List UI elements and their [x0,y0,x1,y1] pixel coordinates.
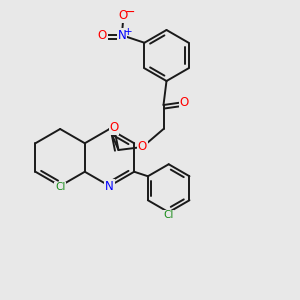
Text: N: N [118,29,126,42]
Text: Cl: Cl [55,182,65,193]
Text: O: O [119,9,128,22]
Text: O: O [138,140,147,154]
Text: O: O [110,121,118,134]
Text: +: + [124,27,132,37]
Text: O: O [98,29,107,42]
Text: −: − [125,6,135,19]
Text: Cl: Cl [164,210,174,220]
Text: O: O [180,95,189,109]
Text: N: N [105,179,114,193]
